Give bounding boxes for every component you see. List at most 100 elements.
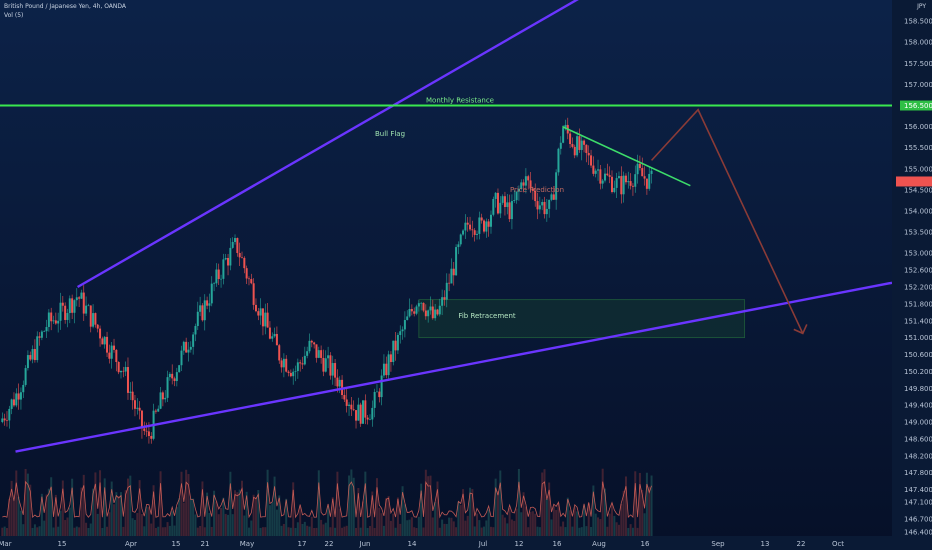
candle — [599, 164, 602, 190]
candle — [343, 389, 346, 402]
volume-bar — [592, 485, 595, 536]
candle — [294, 365, 297, 382]
candle — [496, 188, 499, 215]
volume-bar — [422, 527, 425, 536]
candle — [359, 402, 362, 427]
volume-bar — [301, 523, 304, 536]
x-tick-label: 16 — [641, 540, 650, 548]
candle — [138, 401, 141, 420]
candle — [422, 302, 425, 313]
volume-bar — [150, 523, 153, 536]
volume-bar — [164, 527, 167, 536]
candle — [187, 341, 190, 362]
candle — [513, 190, 516, 203]
candle — [15, 388, 18, 408]
volume-bar — [534, 513, 537, 536]
volume-bar — [548, 482, 551, 536]
candle — [562, 125, 565, 144]
y-tick-label: 146.400 — [904, 528, 932, 536]
candle — [245, 265, 248, 284]
volume-bar — [310, 516, 313, 536]
candle — [287, 370, 290, 377]
volume-bar — [455, 527, 458, 536]
volume-bar — [78, 527, 81, 536]
y-tick-label: 150.200 — [904, 368, 932, 376]
candle — [327, 346, 330, 369]
volume-bar — [5, 527, 8, 536]
candle — [124, 361, 127, 376]
volume-bar — [334, 527, 337, 536]
volume-bar — [489, 526, 492, 536]
candle — [92, 304, 95, 329]
volume-bar — [147, 507, 150, 536]
candle — [103, 335, 106, 349]
volume-bar — [33, 524, 36, 536]
candle — [487, 219, 490, 237]
x-tick-label: 21 — [201, 540, 210, 548]
candle — [531, 186, 534, 200]
volume-bar — [166, 522, 169, 536]
candle — [154, 408, 157, 414]
volume-bar — [252, 494, 255, 536]
chart-title: British Pound / Japanese Yen, 4h, OANDA — [4, 3, 127, 10]
volume-bar — [520, 512, 523, 536]
candle — [19, 387, 22, 410]
volume-bar — [24, 469, 27, 536]
bull-flag-line — [562, 125, 691, 187]
volume-bar — [294, 527, 297, 536]
volume-bar — [350, 469, 353, 536]
volume-bar — [324, 522, 327, 536]
candle — [362, 400, 365, 424]
volume-bar — [210, 526, 213, 536]
y-tick-label: 148.200 — [904, 452, 932, 460]
candle — [587, 145, 590, 166]
candle — [341, 375, 344, 400]
candle — [583, 139, 586, 153]
candle — [429, 296, 432, 315]
candle — [12, 392, 15, 408]
volume-bar — [229, 471, 232, 536]
volume-bar — [64, 520, 67, 536]
volume-bar — [610, 503, 613, 536]
resistance-price-tag-label: 156.500 — [904, 102, 932, 110]
volume-bar — [266, 469, 269, 536]
candle — [408, 298, 411, 318]
volume-bar — [566, 497, 569, 536]
volume-bar — [503, 517, 506, 536]
volume-bar — [443, 523, 446, 536]
volume-bar — [473, 526, 476, 536]
candle — [585, 144, 588, 163]
volume-bar — [510, 519, 513, 536]
volume-bar — [583, 505, 586, 536]
volume-bar — [580, 527, 583, 536]
candle — [94, 312, 97, 328]
candle — [538, 196, 541, 214]
volume-bar — [613, 515, 616, 536]
y-tick-label: 157.000 — [904, 81, 932, 89]
fib-layer — [418, 299, 746, 339]
volume-bar — [261, 527, 264, 536]
volume-bar — [75, 526, 78, 536]
volume-bar — [85, 522, 88, 536]
volume-bar — [213, 490, 216, 536]
candle — [231, 237, 234, 249]
candle — [424, 304, 427, 320]
candle — [8, 405, 11, 429]
x-tick-label: 22 — [797, 540, 806, 548]
volume-bar — [40, 493, 43, 536]
volume-bar — [634, 471, 637, 536]
monthly-resistance-label: Monthly Resistance — [426, 97, 494, 105]
volume-bar — [427, 476, 430, 536]
volume-bar — [364, 471, 367, 536]
channel-lower-line — [15, 281, 893, 453]
volume-bar — [385, 498, 388, 536]
volume-bar — [273, 476, 276, 536]
candle — [592, 156, 595, 177]
volume-bar — [476, 513, 479, 536]
candle — [38, 332, 41, 346]
candle — [648, 167, 651, 191]
volume-bar — [182, 502, 185, 536]
volume-bar — [45, 494, 48, 536]
